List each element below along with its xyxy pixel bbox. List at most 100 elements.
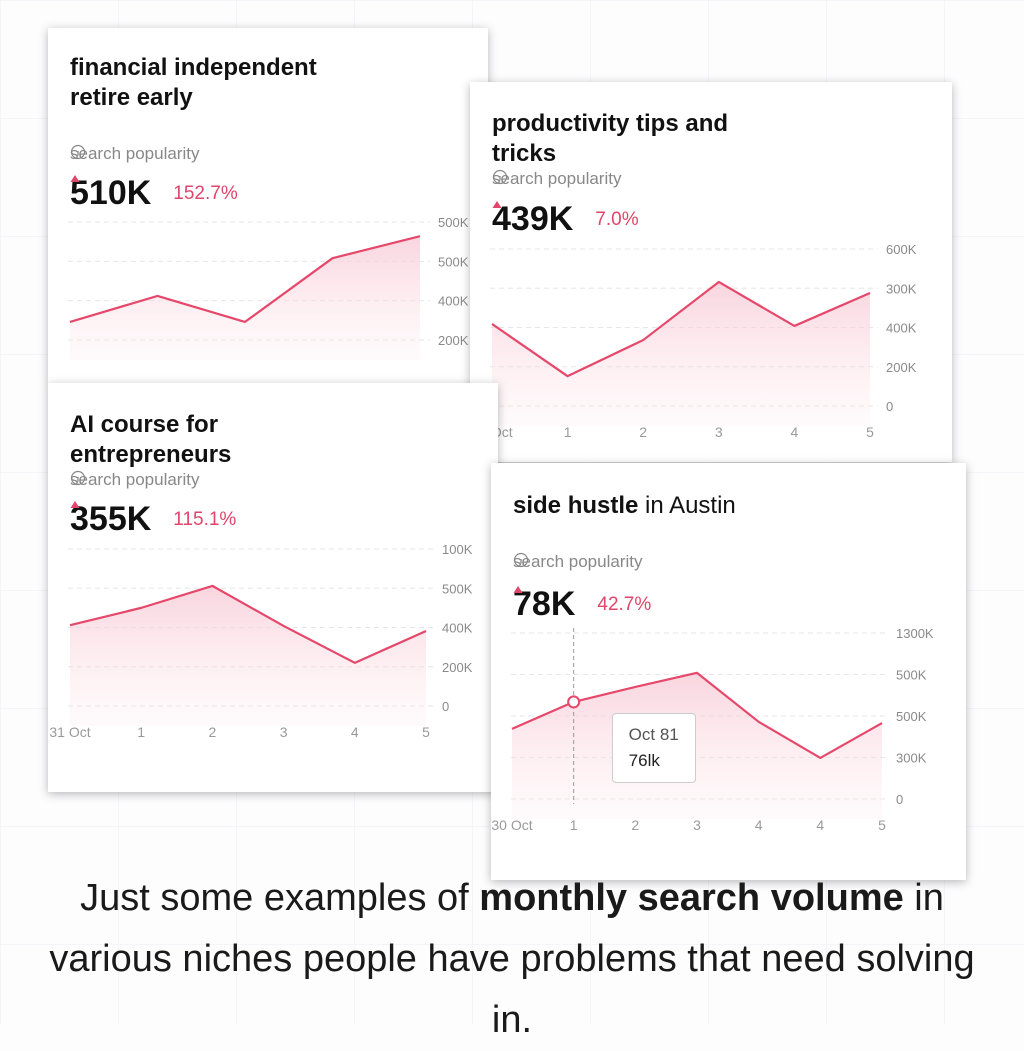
y-tick-label: 500K <box>438 215 469 230</box>
title-text: AI course for entrepreneurs <box>70 411 232 468</box>
triangle <box>70 175 80 182</box>
info-circle <box>70 470 86 486</box>
x-tick-label: 2 <box>639 424 647 440</box>
x-tick-label: 30 Oct <box>491 817 532 833</box>
y-tick-label: 400K <box>886 321 917 336</box>
chart-svg: 0 300K 500K 500K 1300K 30 Oct 1 2 3 4 4 5 <box>491 626 934 833</box>
metric-label: search popularity <box>70 470 199 490</box>
caption-bold: monthly search volume <box>479 877 904 919</box>
line <box>69 584 427 664</box>
tooltip: Oct 81 76lk <box>611 712 696 783</box>
area <box>492 281 870 426</box>
info-icon <box>513 552 529 568</box>
y-tick-label: 200K <box>442 660 473 675</box>
hover-point <box>567 695 581 709</box>
headline-row: 78K 42.7% <box>513 585 651 624</box>
y-tick-label: 100K <box>442 542 473 557</box>
metric-text: search popularity <box>70 470 200 489</box>
triangle <box>492 201 502 208</box>
card: 200K 400K 500K 500K financial independent re… <box>48 28 488 383</box>
y-tick-label: 500K <box>896 668 927 683</box>
up-triangle <box>70 175 80 182</box>
caption-text: in various niches people have problems t… <box>49 877 975 1041</box>
y-tick-label: 300K <box>886 281 917 296</box>
metric-text: search popularity <box>513 552 643 571</box>
x-tick-label: 3 <box>280 724 288 740</box>
info-icon <box>70 470 86 486</box>
y-tick-label: 500K <box>438 254 469 269</box>
y-tick-label: 500K <box>896 709 927 724</box>
card-title: AI course for entrepreneurs <box>70 410 370 470</box>
x-tick-label: 31 Oct <box>49 724 90 740</box>
line <box>69 235 421 324</box>
headline-row: 439K 7.0% <box>492 200 639 239</box>
y-tick-label: 1300K <box>896 626 934 641</box>
card: 0200K400K300K600K21 Oct12345productivity… <box>470 82 952 462</box>
card: 0 200K 400K 500K 100K 31 Oct 1 2 3 4 5 AI course fo… <box>48 383 498 792</box>
headline-value: 439K <box>492 200 574 238</box>
y-tick-label: 0 <box>886 399 893 414</box>
metric-label: search popularity <box>70 144 199 164</box>
info-circle <box>513 552 529 568</box>
card-title: financial independent retire early <box>70 53 370 113</box>
x-tick-label: 4 <box>791 424 799 440</box>
x-tick-label: 4 <box>351 724 359 740</box>
x-tick-label: 5 <box>866 424 874 440</box>
area <box>70 236 420 360</box>
y-tick-label: 400K <box>438 294 469 309</box>
chart-svg: 0 200K 400K 500K 100K 31 Oct 1 2 3 4 5 <box>49 542 473 740</box>
metric-label: search popularity <box>513 552 642 572</box>
title-text: side hustle <box>513 492 639 519</box>
metric-label: search popularity <box>492 169 621 189</box>
y-tick-label: 0 <box>896 792 903 807</box>
x-tick-label: 4 <box>755 817 763 833</box>
up-triangle <box>70 501 80 508</box>
x-tick-label: 3 <box>715 424 723 440</box>
change-value: 42.7% <box>597 593 652 615</box>
card-title: side hustle in Austin <box>513 491 813 521</box>
x-tick-label: 5 <box>422 724 430 740</box>
tooltip-title: Oct 81 <box>628 724 679 744</box>
info-circle <box>492 169 508 185</box>
line <box>491 280 871 378</box>
tooltip-value: 76lk <box>628 750 660 770</box>
triangle <box>70 501 80 508</box>
y-tick-label: 300K <box>896 751 927 766</box>
y-tick-label: 200K <box>886 360 917 375</box>
x-tick-label: 1 <box>564 424 572 440</box>
change-value: 7.0% <box>595 208 639 230</box>
x-tick-label: 4 <box>816 817 824 833</box>
y-tick-label: 0 <box>442 699 449 714</box>
headline-row: 510K 152.7% <box>70 174 238 213</box>
chart-svg: 200K 400K 500K 500K <box>68 215 469 360</box>
y-tick-label: 400K <box>442 621 473 636</box>
metric-text: search popularity <box>492 169 622 188</box>
caption: Just some examples of monthly search vol… <box>32 868 992 1051</box>
info-circle <box>70 144 86 160</box>
y-tick-label: 500K <box>442 581 473 596</box>
x-tick-label: 2 <box>631 817 639 833</box>
up-triangle <box>513 586 523 593</box>
change-value: 115.1% <box>173 508 237 530</box>
change-value: 152.7% <box>173 182 238 204</box>
area <box>70 585 426 726</box>
headline-value: 78K <box>513 585 576 623</box>
x-tick-label: 1 <box>570 817 578 833</box>
title-text: productivity tips and tricks <box>492 110 729 167</box>
triangle <box>513 586 523 593</box>
x-tick-label: 3 <box>693 817 701 833</box>
info-icon <box>70 144 86 160</box>
headline-value: 355K <box>70 500 152 538</box>
x-tick-label: 1 <box>137 724 145 740</box>
card: 0 300K 500K 500K 1300K 30 Oct 1 2 3 4 4 5 side hustl… <box>491 463 966 880</box>
headline-value: 510K <box>70 174 152 212</box>
headline-row: 355K 115.1% <box>70 500 236 539</box>
caption-text: Just some examples of <box>80 877 480 919</box>
x-tick-label: 2 <box>209 724 217 740</box>
metric-text: search popularity <box>70 144 200 163</box>
up-triangle <box>492 201 502 208</box>
y-tick-label: 200K <box>438 333 469 348</box>
info-icon <box>492 169 508 185</box>
area <box>512 672 882 819</box>
